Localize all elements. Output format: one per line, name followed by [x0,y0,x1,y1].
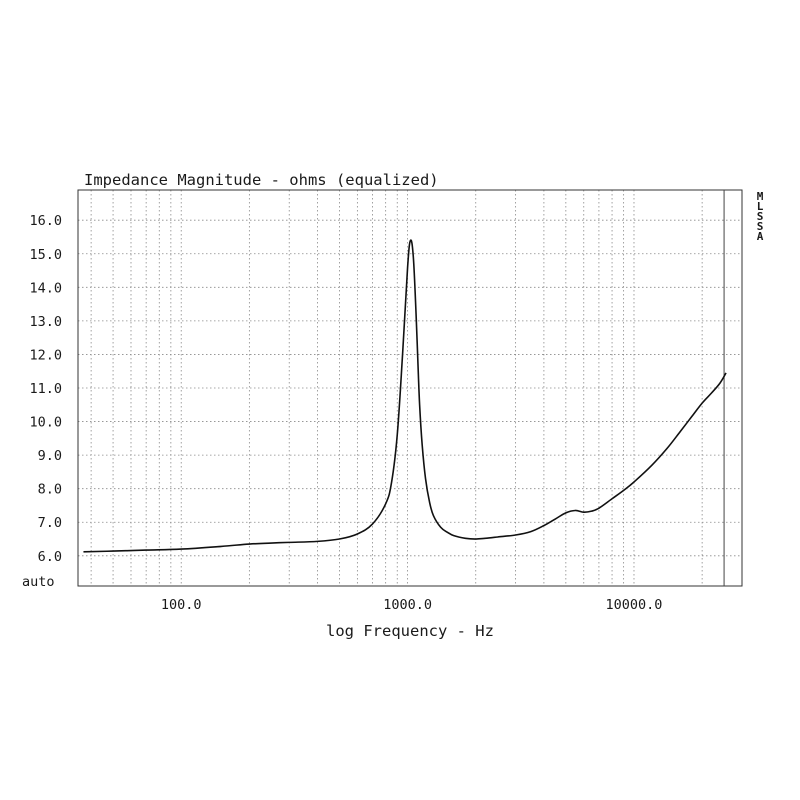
brand-letter: A [757,230,764,243]
plot-frame [77,189,743,587]
y-tick-label: 16.0 [29,213,62,229]
x-tick-label: 100.0 [161,597,202,613]
curve-layer [83,190,727,586]
grid-lines [78,190,743,586]
y-tick-label: 15.0 [29,247,62,263]
y-tick-label: 13.0 [29,314,62,330]
y-tick-label: 11.0 [29,381,62,397]
brand-letter: M [757,190,764,203]
y-tick-label: 8.0 [38,482,62,498]
tick-labels: 6.0 7.0 8.0 9.0 10.0 11.0 12.0 13.0 14.0 15.0 16.0… [29,213,662,613]
brand-letter: S [757,220,764,233]
y-tick-label: 7.0 [38,515,62,531]
x-tick-label: 10000.0 [606,597,663,613]
chart-title: Impedance Magnitude - ohms (equalized) [84,171,439,189]
x-axis-label: log Frequency - Hz [326,622,494,640]
y-auto-label: auto [22,574,55,590]
impedance-curve [83,239,727,553]
x-tick-label: 1000.0 [383,597,432,613]
y-tick-label: 14.0 [29,280,62,296]
y-tick-label: 6.0 [38,549,62,565]
brand-letter: S [757,210,764,223]
brand-letter: L [757,200,764,213]
y-tick-label: 10.0 [29,415,62,431]
y-tick-label: 12.0 [29,347,62,363]
y-tick-label: 9.0 [38,448,62,464]
